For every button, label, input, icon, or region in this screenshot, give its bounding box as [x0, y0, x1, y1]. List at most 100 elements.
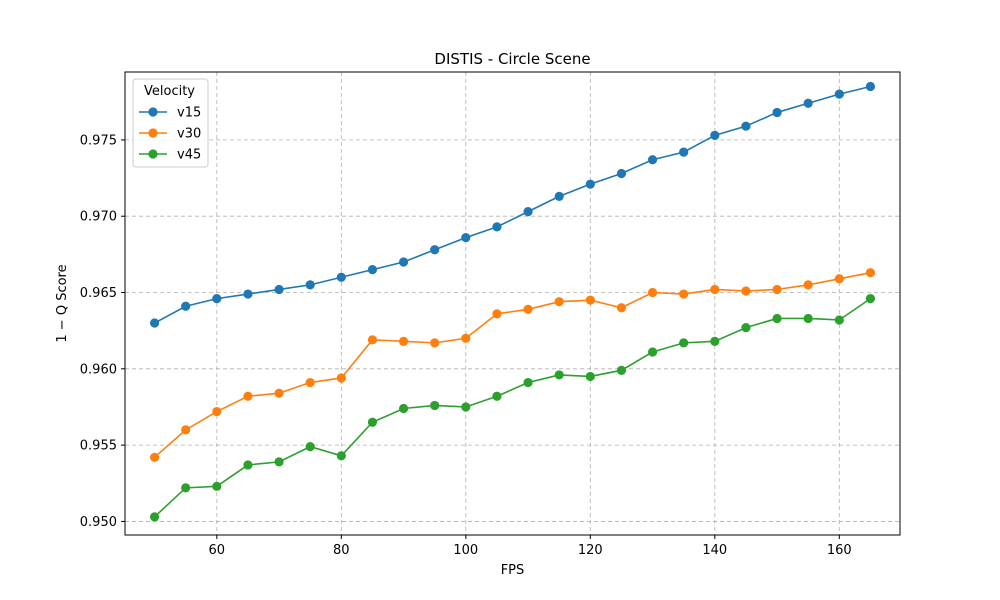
data-point-v30	[274, 388, 284, 398]
y-tick-label: 0.965	[80, 286, 117, 301]
series-line-v30	[154, 271, 871, 458]
data-point-v30	[212, 406, 222, 417]
legend-marker-v30	[148, 128, 158, 138]
data-point-v15	[865, 81, 876, 92]
legend-label-v15: v15	[177, 106, 201, 121]
data-point-v15	[616, 168, 627, 179]
data-point-v15	[181, 301, 191, 311]
series-v30	[149, 268, 876, 462]
data-point-v30	[865, 268, 876, 278]
data-point-v30	[803, 280, 813, 290]
data-point-v45	[710, 336, 720, 346]
data-point-v45	[181, 483, 191, 493]
data-point-v30	[679, 289, 689, 299]
data-point-v30	[367, 335, 378, 345]
y-tick-label: 0.950	[80, 515, 117, 530]
chart-title: DISTIS - Circle Scene	[434, 50, 590, 68]
plot-area	[124, 71, 901, 536]
x-tick-label: 160	[827, 543, 852, 558]
data-point-v15	[647, 155, 658, 165]
grid	[125, 72, 900, 535]
data-point-v15	[679, 147, 689, 157]
data-point-v15	[398, 257, 409, 267]
series-v15	[149, 81, 876, 328]
x-tick-label: 120	[578, 543, 603, 558]
data-point-v15	[554, 191, 564, 201]
data-point-v15	[274, 284, 284, 295]
legend-marker-v15	[148, 107, 158, 117]
data-point-v15	[492, 222, 502, 232]
y-tick-label: 0.970	[80, 210, 117, 225]
data-point-v15	[741, 121, 751, 131]
data-point-v15	[243, 289, 253, 299]
data-point-v45	[398, 403, 409, 414]
data-point-v45	[554, 370, 564, 380]
legend-label-v30: v30	[177, 127, 201, 142]
data-point-v45	[492, 391, 502, 401]
y-tick-label: 0.975	[80, 133, 117, 148]
data-point-v45	[679, 338, 689, 348]
legend-label-v45: v45	[177, 148, 201, 163]
data-point-v30	[554, 297, 564, 307]
data-point-v30	[710, 284, 720, 295]
data-point-v15	[367, 265, 378, 275]
data-point-v45	[149, 512, 160, 522]
x-tick-label: 100	[453, 543, 478, 558]
data-point-v30	[492, 309, 502, 319]
data-point-v30	[834, 274, 844, 284]
data-point-v15	[803, 98, 813, 108]
data-point-v45	[461, 402, 471, 412]
data-point-v45	[430, 400, 440, 411]
data-point-v45	[772, 313, 782, 324]
x-tick-label: 80	[333, 543, 350, 558]
legend-items: v15 v30 v45	[139, 106, 201, 163]
data-point-v15	[305, 280, 315, 290]
series-line-v15	[154, 85, 871, 324]
data-point-v45	[523, 377, 533, 388]
data-point-v30	[741, 286, 751, 296]
data-point-v45	[834, 315, 844, 325]
x-tick-label: 60	[209, 543, 226, 558]
data-point-v30	[772, 284, 782, 295]
data-point-v45	[212, 481, 222, 491]
data-point-v45	[274, 457, 284, 467]
data-point-v15	[834, 89, 844, 99]
legend: Velocity v15 v30 v45	[132, 78, 209, 168]
data-point-v30	[647, 287, 658, 298]
data-point-v30	[430, 338, 440, 348]
data-point-v45	[243, 460, 253, 470]
data-point-v45	[741, 323, 751, 333]
legend-box	[132, 78, 209, 168]
data-point-v30	[305, 377, 315, 388]
legend-marker-v45	[148, 149, 158, 159]
data-point-v30	[585, 295, 595, 305]
data-point-v30	[398, 336, 409, 346]
y-tick-label: 0.960	[80, 362, 117, 377]
data-point-v30	[243, 391, 253, 401]
data-point-v15	[149, 318, 160, 328]
data-point-v15	[336, 272, 346, 282]
data-point-v45	[367, 417, 378, 427]
data-point-v45	[336, 451, 346, 461]
data-point-v15	[523, 207, 533, 217]
data-point-v15	[212, 294, 222, 304]
data-point-v45	[305, 442, 315, 452]
data-point-v15	[461, 232, 471, 243]
series-v45	[149, 294, 876, 522]
data-point-v45	[585, 371, 595, 382]
series-lines	[149, 81, 876, 522]
series-line-v45	[154, 297, 871, 518]
data-point-v15	[585, 179, 595, 189]
data-point-v30	[461, 333, 471, 343]
data-point-v30	[336, 373, 346, 383]
data-point-v30	[149, 452, 160, 462]
data-point-v15	[710, 130, 720, 140]
x-tick-label: 140	[702, 543, 727, 558]
data-point-v30	[616, 303, 627, 313]
data-point-v30	[523, 304, 533, 314]
data-point-v45	[647, 347, 658, 357]
data-point-v45	[616, 365, 627, 375]
axis-ticks: 60 80 100 120 140 160 0.950 0.955 0.960 0.965 0.97…	[80, 133, 852, 558]
data-point-v45	[865, 294, 876, 304]
